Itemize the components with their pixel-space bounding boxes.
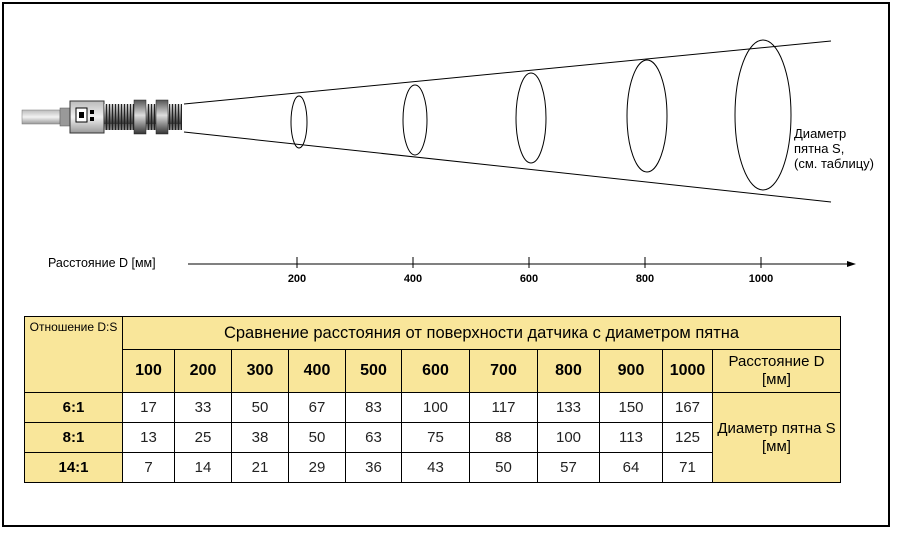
table-row: 14:1 7 14 21 29 36 43 50 57 64 71 bbox=[24, 452, 841, 483]
table-title: Сравнение расстояния от поверхности датч… bbox=[122, 316, 841, 350]
axis-tick-label: 200 bbox=[287, 273, 307, 285]
spot-ellipse-1000 bbox=[734, 39, 792, 191]
distance-header: 700 bbox=[469, 349, 538, 393]
beam-diagram bbox=[21, 39, 856, 268]
value-cell: 21 bbox=[231, 452, 289, 483]
value-cell: 50 bbox=[469, 452, 538, 483]
axis-tick-label: 600 bbox=[519, 273, 539, 285]
axis-tick-label: 800 bbox=[635, 273, 655, 285]
distance-header: 1000 bbox=[662, 349, 713, 393]
value-cell: 25 bbox=[174, 422, 232, 453]
spot-ellipse-200 bbox=[290, 95, 308, 149]
beam-upper-edge bbox=[183, 40, 832, 105]
distance-header: 400 bbox=[288, 349, 346, 393]
beam-lower-edge bbox=[183, 131, 832, 203]
value-cell: 63 bbox=[345, 422, 402, 453]
distance-header: 900 bbox=[599, 349, 663, 393]
value-cell: 150 bbox=[599, 392, 663, 423]
value-cell: 117 bbox=[469, 392, 538, 423]
axis-arrow-icon bbox=[847, 261, 856, 267]
ratio-table: Отношение D:S Сравнение расстояния от по… bbox=[24, 316, 841, 483]
value-cell: 100 bbox=[537, 422, 600, 453]
distance-header: 100 bbox=[122, 349, 175, 393]
value-cell: 50 bbox=[288, 422, 346, 453]
spot-ellipse-400 bbox=[402, 84, 428, 156]
spot-label-line: (см. таблицу) bbox=[794, 156, 875, 171]
distance-header: 200 bbox=[174, 349, 232, 393]
distance-axis-label: Расстояние D [мм] bbox=[48, 256, 156, 270]
spot-label-line: пятна S, bbox=[794, 141, 845, 156]
value-cell: 7 bbox=[122, 452, 175, 483]
spot-label-line: Диаметр bbox=[794, 126, 847, 141]
value-cell: 33 bbox=[174, 392, 232, 423]
value-cell: 125 bbox=[662, 422, 713, 453]
value-cell: 83 bbox=[345, 392, 402, 423]
value-cell: 133 bbox=[537, 392, 600, 423]
table-row: 6:1 17 33 50 67 83 100 117 133 150 167 Д… bbox=[24, 392, 841, 483]
sensor-icon bbox=[21, 99, 182, 135]
spot-ellipse-800 bbox=[626, 59, 668, 173]
ratio-cell: 14:1 bbox=[24, 452, 123, 483]
value-cell: 71 bbox=[662, 452, 713, 483]
ratio-cell: 8:1 bbox=[24, 422, 123, 453]
value-cell: 13 bbox=[122, 422, 175, 453]
value-cell: 67 bbox=[288, 392, 346, 423]
value-cell: 88 bbox=[469, 422, 538, 453]
distance-header: 800 bbox=[537, 349, 600, 393]
value-cell: 43 bbox=[401, 452, 470, 483]
distance-header: 500 bbox=[345, 349, 402, 393]
distance-header: 300 bbox=[231, 349, 289, 393]
spot-ellipse-600 bbox=[515, 72, 547, 164]
value-cell: 14 bbox=[174, 452, 232, 483]
value-cell: 57 bbox=[537, 452, 600, 483]
value-cell: 17 bbox=[122, 392, 175, 423]
figure-frame: Диаметр пятна S, (см. таблицу) Расстояни… bbox=[2, 2, 890, 527]
spot-unit-label: Диаметр пятна S [мм] bbox=[712, 392, 841, 483]
value-cell: 113 bbox=[599, 422, 663, 453]
value-cell: 75 bbox=[401, 422, 470, 453]
distance-header: 600 bbox=[401, 349, 470, 393]
value-cell: 50 bbox=[231, 392, 289, 423]
value-cell: 38 bbox=[231, 422, 289, 453]
ratio-cell: 6:1 bbox=[24, 392, 123, 423]
distance-unit-label: Расстояние D [мм] bbox=[712, 349, 841, 393]
value-cell: 64 bbox=[599, 452, 663, 483]
value-cell: 100 bbox=[401, 392, 470, 423]
axis-tick-label: 400 bbox=[403, 273, 423, 285]
value-cell: 167 bbox=[662, 392, 713, 423]
value-cell: 36 bbox=[345, 452, 402, 483]
ratio-header: Отношение D:S bbox=[24, 316, 123, 393]
spot-diameter-label: Диаметр пятна S, (см. таблицу) bbox=[794, 126, 874, 171]
axis-tick-label: 1000 bbox=[748, 273, 774, 285]
value-cell: 29 bbox=[288, 452, 346, 483]
